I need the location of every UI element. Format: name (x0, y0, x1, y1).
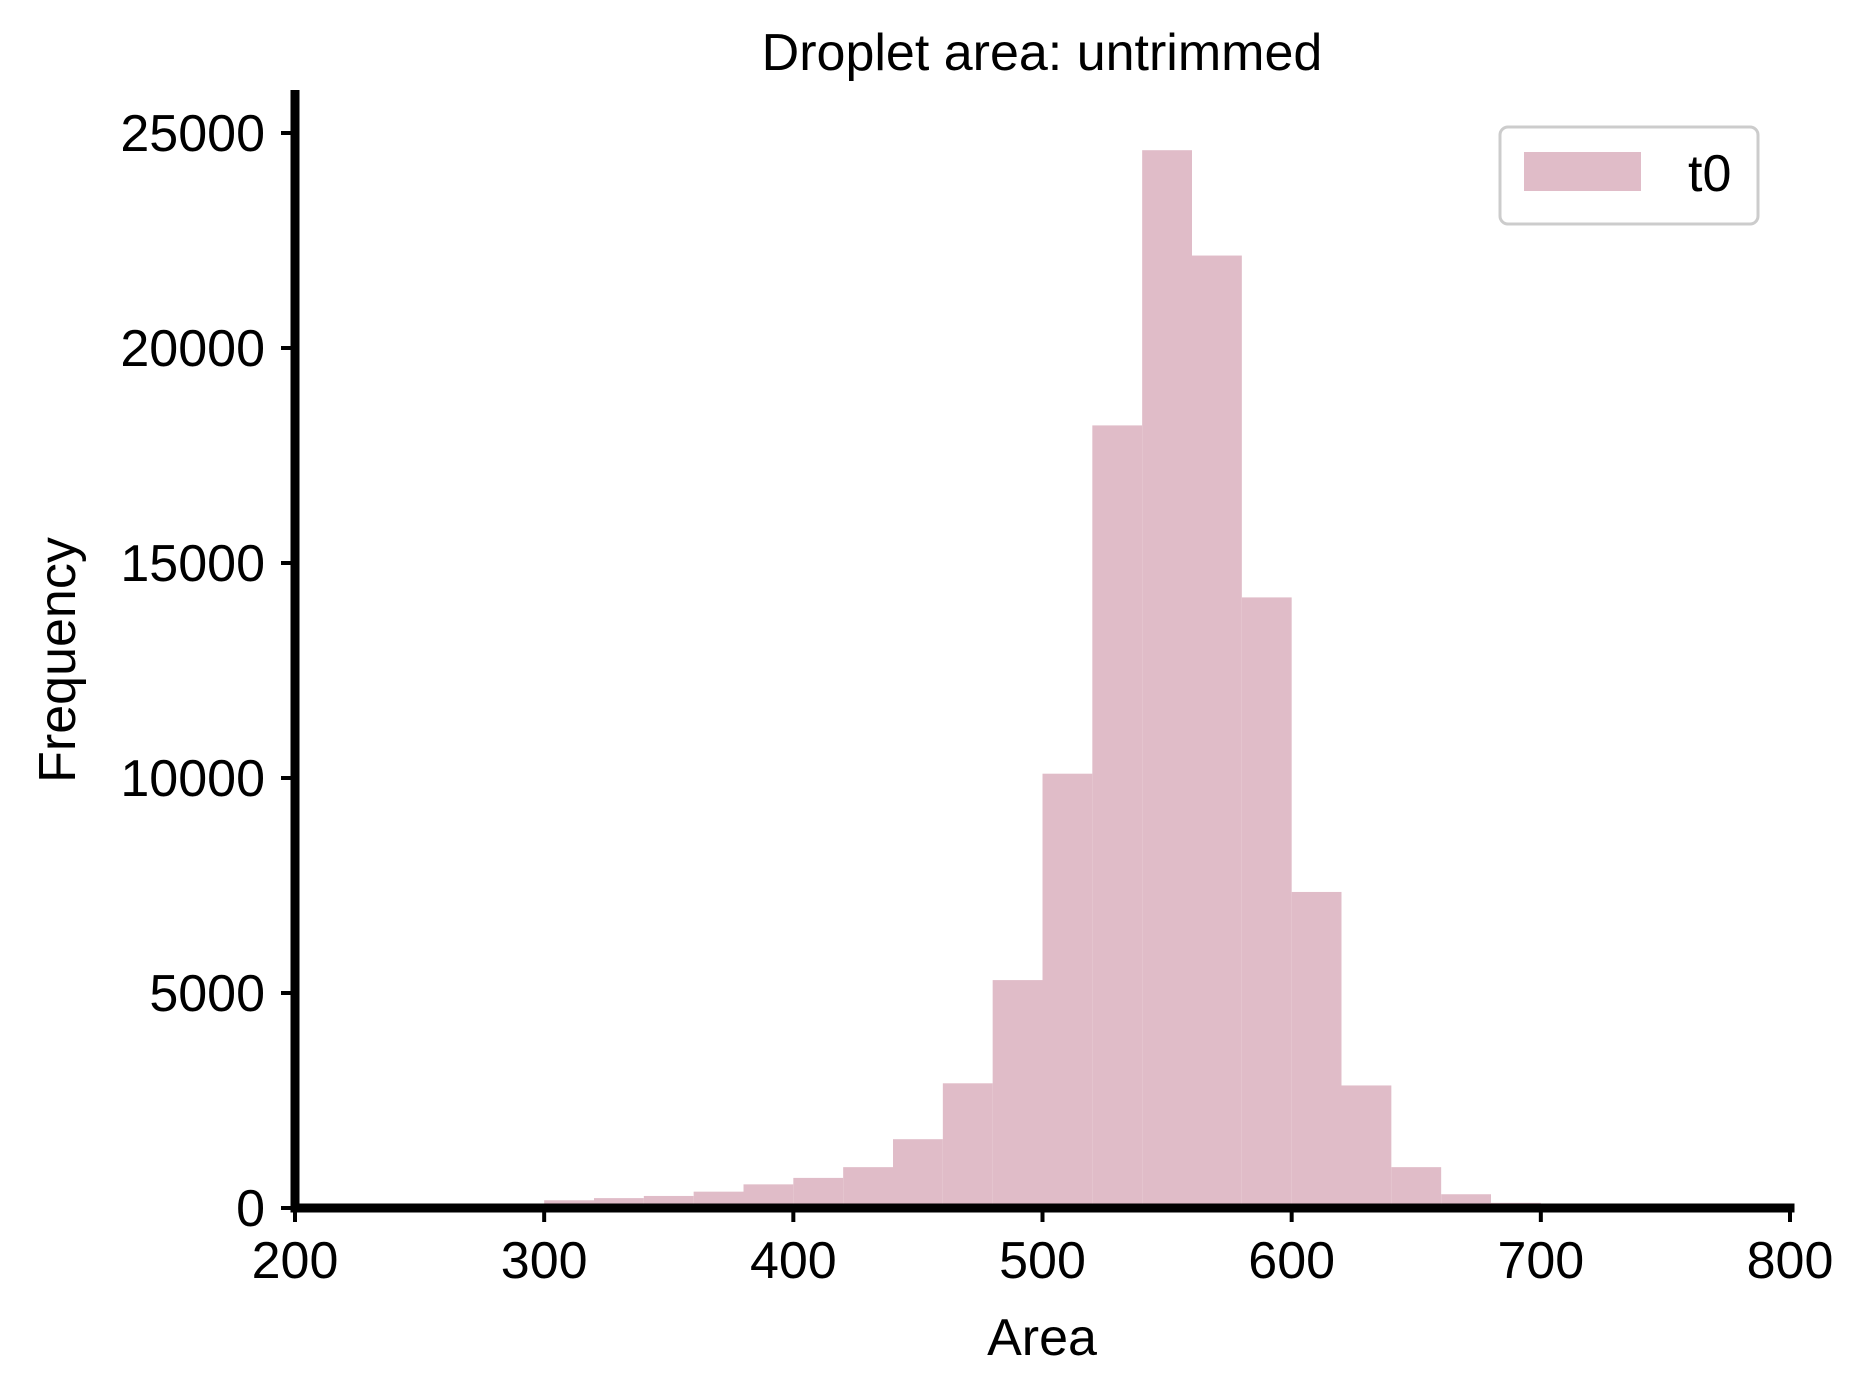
histogram-bar (1192, 255, 1242, 1209)
histogram-bar (793, 1177, 844, 1208)
legend-label: t0 (1688, 145, 1731, 203)
histogram-bar (1341, 1085, 1392, 1208)
y-tick-label: 0 (236, 1180, 265, 1238)
y-tick-label: 25000 (120, 105, 265, 163)
histogram-bar (992, 980, 1043, 1208)
histogram-bar (1042, 773, 1093, 1208)
ticks-layer: 200 300 400 500 600 700 800 0 5000 10000 15000 2000… (120, 105, 1833, 1290)
x-tick-label: 200 (252, 1232, 339, 1290)
histogram-bar (1241, 597, 1292, 1208)
histogram-bar (1092, 425, 1143, 1208)
x-tick-label: 300 (501, 1232, 588, 1290)
x-tick-label: 600 (1248, 1232, 1335, 1290)
histogram-bar (1142, 150, 1192, 1209)
histogram-bar (843, 1167, 893, 1208)
histogram-bar (942, 1083, 993, 1208)
x-axis-label: Area (987, 1309, 1097, 1367)
histogram-bar (1391, 1167, 1442, 1208)
y-tick-label: 15000 (120, 535, 265, 593)
legend: t0 (1498, 125, 1760, 226)
y-tick-label: 5000 (149, 965, 265, 1023)
histogram-bar (1291, 891, 1342, 1208)
x-tick-label: 400 (750, 1232, 837, 1290)
x-tick-label: 700 (1497, 1232, 1584, 1290)
histogram-bar (594, 1198, 644, 1208)
y-axis-label: Frequency (29, 537, 87, 783)
histogram-bar (893, 1139, 943, 1208)
bars-layer (444, 150, 1591, 1209)
legend-swatch (1524, 152, 1641, 191)
x-tick-label: 800 (1747, 1232, 1834, 1290)
chart-title: Droplet area: untrimmed (762, 24, 1323, 82)
y-tick-label: 10000 (120, 750, 265, 808)
y-tick-label: 20000 (120, 320, 265, 378)
histogram-bar (743, 1184, 794, 1208)
x-tick-label: 500 (999, 1232, 1086, 1290)
